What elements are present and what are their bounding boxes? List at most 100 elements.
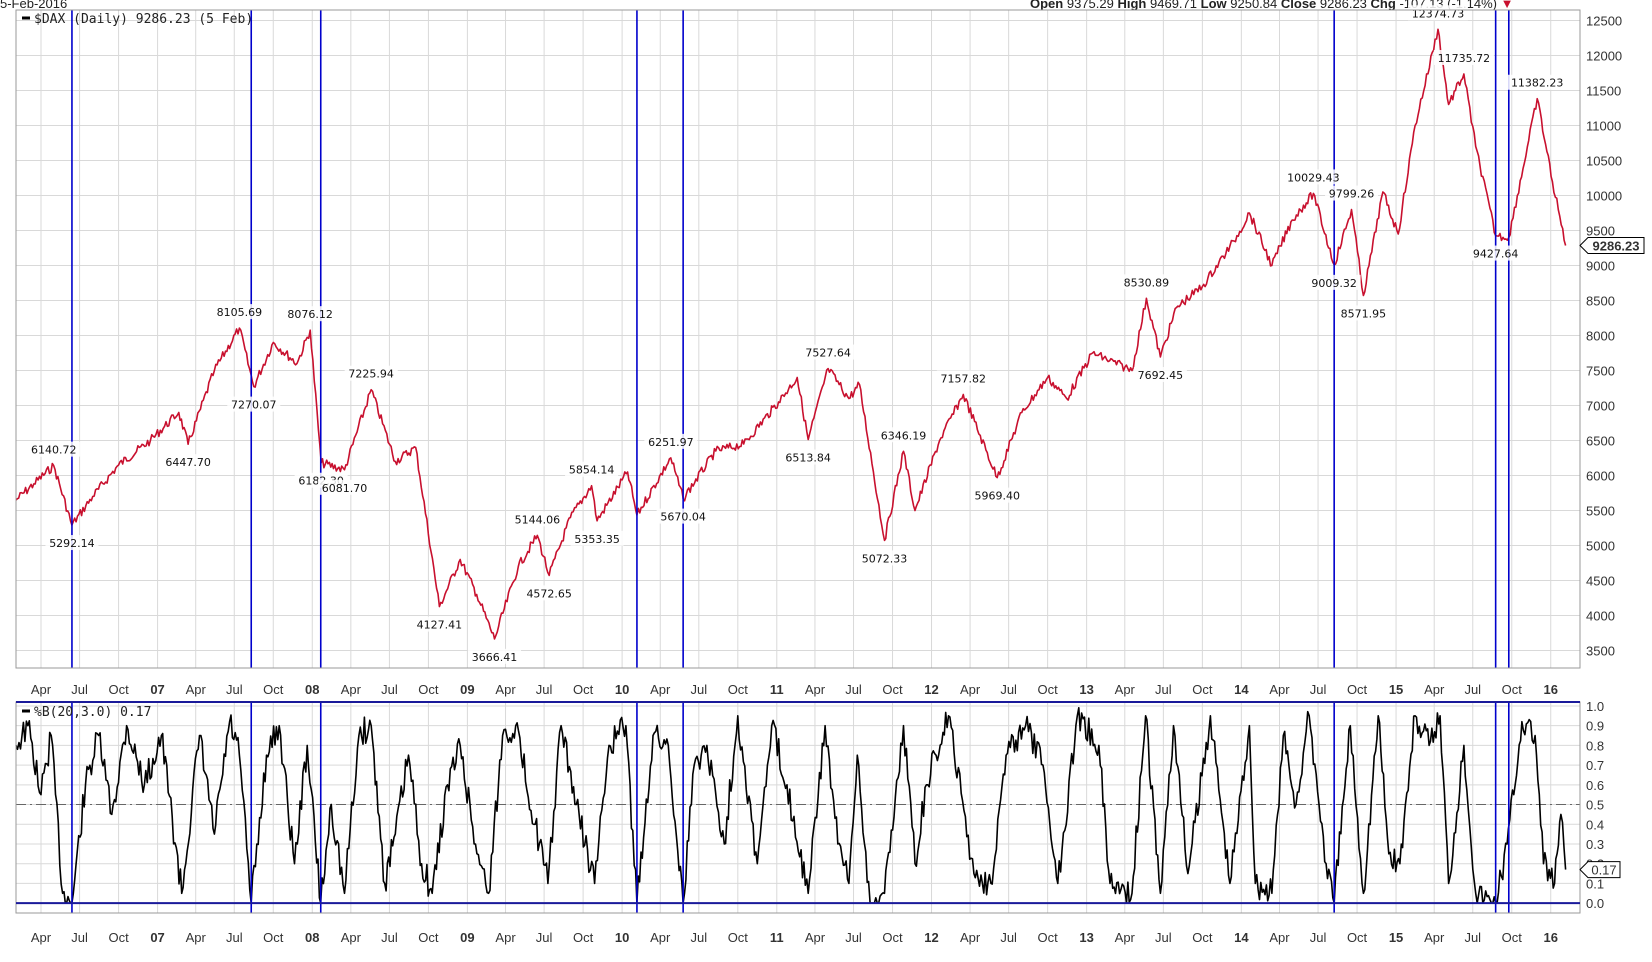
annotation-bg xyxy=(570,530,624,546)
price-y-tick: 6500 xyxy=(1586,434,1615,449)
price-x-tick: 10 xyxy=(615,682,629,697)
annotation-bg xyxy=(212,304,266,320)
price-annotation: 9427.64 xyxy=(1473,248,1519,261)
annotation-bg xyxy=(1408,5,1469,21)
high-value: 9469.71 xyxy=(1150,0,1197,11)
price-annotation: 8076.12 xyxy=(287,308,333,321)
price-y-tick: 10500 xyxy=(1586,154,1622,169)
annotation-bg xyxy=(1469,245,1523,261)
price-x-tick: 09 xyxy=(460,682,474,697)
annotation-bg xyxy=(877,427,931,443)
pb-x-tick: Oct xyxy=(108,930,129,945)
annotation-bg xyxy=(510,511,564,527)
annotation-bg xyxy=(45,535,99,551)
price-y-tick: 8500 xyxy=(1586,294,1615,309)
price-annotation: 11735.72 xyxy=(1438,52,1491,65)
price-annotation: 6447.70 xyxy=(165,456,211,469)
pb-x-tick: Jul xyxy=(1310,930,1327,945)
price-annotation: 8530.89 xyxy=(1124,276,1170,289)
price-annotation: 8571.95 xyxy=(1341,307,1387,320)
price-x-tick: Jul xyxy=(536,682,553,697)
pb-y-tick: 0.6 xyxy=(1586,778,1604,793)
price-y-tick: 4000 xyxy=(1586,609,1615,624)
pb-x-tick: Jul xyxy=(1000,930,1017,945)
pb-x-tick: 16 xyxy=(1544,930,1558,945)
pb-x-tick: Jul xyxy=(691,930,708,945)
price-annotation: 5854.14 xyxy=(569,464,615,477)
percent-b-line xyxy=(15,707,1567,904)
price-x-tick: Oct xyxy=(418,682,439,697)
price-annotation: 5072.33 xyxy=(862,552,908,565)
pb-y-tick: 0.0 xyxy=(1586,896,1604,911)
pb-x-tick: Oct xyxy=(1038,930,1059,945)
annotation-bg xyxy=(1283,169,1344,185)
price-y-tick: 5500 xyxy=(1586,504,1615,519)
price-x-tick: 15 xyxy=(1389,682,1403,697)
price-annotation: 7527.64 xyxy=(805,347,851,360)
low-label: Low xyxy=(1200,0,1227,11)
price-y-tick: 5000 xyxy=(1586,539,1615,554)
price-x-tick: Oct xyxy=(263,682,284,697)
price-x-tick: Apr xyxy=(341,682,362,697)
panel-frames: $DAX (Daily) 9286.23 (5 Feb) %B(20,3.0) 0… xyxy=(15,9,1645,914)
annotation-bg xyxy=(565,461,619,477)
annotation-bg xyxy=(344,365,398,381)
pb-y-tick: 0.7 xyxy=(1586,758,1604,773)
pb-y-tick: 0.9 xyxy=(1586,719,1604,734)
price-x-tick: Apr xyxy=(495,682,516,697)
price-x-tick: Jul xyxy=(381,682,398,697)
price-annotation: 9009.32 xyxy=(1311,277,1357,290)
pb-x-tick: Jul xyxy=(381,930,398,945)
pb-x-tick: 13 xyxy=(1079,930,1093,945)
price-annotation: 5670.04 xyxy=(660,511,706,524)
price-annotation: 6140.72 xyxy=(31,444,77,457)
pb-x-tick: Jul xyxy=(845,930,862,945)
annotation-bg xyxy=(801,344,855,360)
pb-y-tick: 0.3 xyxy=(1586,837,1604,852)
pb-x-tick: 14 xyxy=(1234,930,1249,945)
pb-x-tick: Jul xyxy=(536,930,553,945)
pb-x-tick: Jul xyxy=(71,930,88,945)
price-x-tick: Jul xyxy=(1155,682,1172,697)
annotation-bg xyxy=(468,648,522,664)
price-x-tick: Oct xyxy=(1192,682,1213,697)
price-y-tick: 7500 xyxy=(1586,364,1615,379)
price-y-tick: 11000 xyxy=(1586,119,1621,134)
open-value: 9375.29 xyxy=(1066,0,1114,11)
price-annotation: 6513.84 xyxy=(785,452,831,465)
annotation-bg xyxy=(857,550,911,566)
price-panel xyxy=(15,28,1567,640)
annotation-bg xyxy=(1336,305,1390,321)
pb-x-tick: Apr xyxy=(186,930,207,945)
open-label: Open xyxy=(1030,0,1064,11)
close-value: 9286.23 xyxy=(1319,0,1367,11)
price-annotation: 4127.41 xyxy=(417,619,463,632)
annotation-bg xyxy=(522,585,576,601)
price-annotation: 5292.14 xyxy=(49,537,95,550)
annotation-bg xyxy=(970,487,1024,503)
price-annotation: 12374.73 xyxy=(1412,7,1465,20)
pb-y-tick: 0.5 xyxy=(1586,798,1604,813)
low-value: 9250.84 xyxy=(1230,0,1278,11)
pb-last-value: 0.17 xyxy=(1591,863,1616,878)
price-x-tick: Jul xyxy=(1464,682,1481,697)
price-annotation: 6346.19 xyxy=(881,429,927,442)
price-annotation: 4572.65 xyxy=(526,587,572,600)
price-x-tick: 16 xyxy=(1544,682,1558,697)
price-x-tick: Apr xyxy=(186,682,207,697)
pb-x-tick: Apr xyxy=(1269,930,1290,945)
pb-x-tick: Oct xyxy=(263,930,284,945)
price-x-tick: Oct xyxy=(573,682,594,697)
price-x-tick: 07 xyxy=(150,682,164,697)
annotation-bg xyxy=(936,370,990,386)
annotation-bg xyxy=(1133,367,1187,383)
price-x-tick: Jul xyxy=(691,682,708,697)
price-x-tick: Apr xyxy=(31,682,52,697)
annotation-bg xyxy=(656,508,710,524)
price-x-tick: Jul xyxy=(1000,682,1017,697)
pb-x-tick: Apr xyxy=(495,930,516,945)
price-x-tick: Oct xyxy=(882,682,903,697)
price-x-tick: Oct xyxy=(108,682,129,697)
annotation-bg xyxy=(1307,274,1361,290)
